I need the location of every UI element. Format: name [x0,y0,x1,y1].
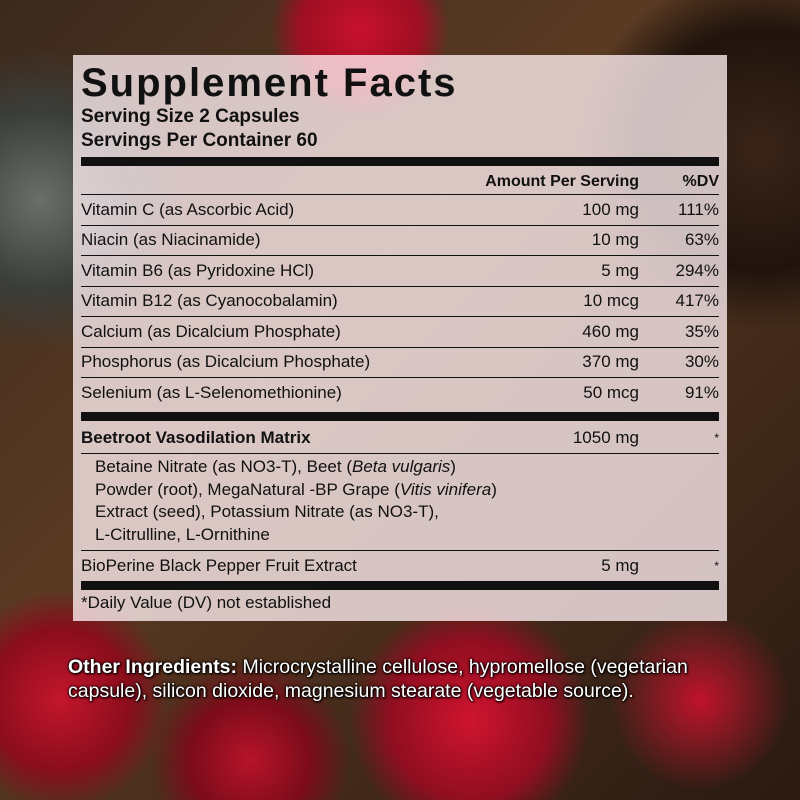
nutrient-name: Calcium (as Dicalcium Phosphate) [81,321,341,341]
other-ingredients: Other Ingredients: Microcrystalline cell… [68,655,738,703]
nutrient-name: Vitamin B12 (as Cyanocobalamin) [81,291,338,311]
matrix-row: Beetroot Vasodilation Matrix 1050 mg * [81,424,719,454]
bioperine-amount: 5 mg [601,555,639,575]
matrix-amount: 1050 mg [572,428,639,448]
ingredient-text: Extract (seed), Potassium Nitrate (as NO… [95,502,439,521]
matrix-name: Beetroot Vasodilation Matrix [81,428,311,448]
nutrient-name: Phosphorus (as Dicalcium Phosphate) [81,352,371,372]
panel-title: Supplement Facts [81,61,458,105]
nutrient-amount: 460 mg [582,321,639,341]
nutrient-amount: 10 mg [591,230,639,250]
nutrient-dv: 35% [684,321,719,341]
thick-divider [81,580,719,590]
bioperine-name: BioPerine Black Pepper Fruit Extract [81,555,357,575]
table-header: Amount Per Serving %DV [81,169,719,195]
nutrient-name: Niacin (as Niacinamide) [81,230,261,250]
nutrient-name: Vitamin C (as Ascorbic Acid) [81,199,295,219]
nutrient-amount: 370 mg [582,352,639,372]
nutrient-row: Vitamin B12 (as Cyanocobalamin) 10 mcg 417… [81,287,719,317]
ingredient-text: L-Citrulline, L-Ornithine [95,524,270,544]
thick-divider [81,411,719,421]
nutrient-dv: 111% [678,199,719,219]
matrix-dv: * [714,431,719,446]
nutrient-name: Vitamin B6 (as Pyridoxine HCl) [81,260,315,280]
ingredient-text: Betaine Nitrate (as NO3-T), Beet ( [95,457,352,476]
nutrient-row: Phosphorus (as Dicalcium Phosphate) 370 m… [81,348,719,378]
nutrient-dv: 30% [684,352,719,372]
nutrient-row: Vitamin C (as Ascorbic Acid) 100 mg 111% [81,195,719,226]
nutrient-amount: 10 mcg [583,291,639,311]
nutrient-amount: 50 mcg [583,382,639,402]
thick-divider [81,157,719,166]
footnote: *Daily Value (DV) not established [81,592,332,612]
other-ingredients-label: Other Ingredients: [68,656,238,678]
ingredient-text: ) [450,457,456,476]
bioperine-row: BioPerine Black Pepper Fruit Extract 5 m… [81,551,719,581]
nutrient-amount: 5 mg [601,260,639,280]
header-dv: %DV [682,172,719,190]
nutrient-name: Selenium (as L-Selenomethionine) [81,382,342,402]
nutrient-dv: 63% [684,230,719,250]
matrix-ingredients: Betaine Nitrate (as NO3-T), Beet (Beta v… [81,453,719,551]
servings-per-container: Servings Per Container 60 [81,130,318,151]
ingredient-text: ) [491,479,497,499]
ingredient-latin: Vitis vinifera [399,479,492,499]
ingredient-latin: Beta vulgaris [351,457,451,476]
nutrient-row: Calcium (as Dicalcium Phosphate) 460 mg 35… [81,317,719,348]
ingredient-text: Powder (root), MegaNatural -BP Grape ( [95,479,400,499]
supplement-facts-panel: Supplement Facts Serving Size 2 Capsules… [73,55,727,621]
bioperine-dv: * [714,558,719,573]
header-amount: Amount Per Serving [485,172,639,190]
nutrient-dv: 417% [675,291,719,311]
nutrient-list: Vitamin C (as Ascorbic Acid) 100 mg 111% Ni… [81,195,719,408]
nutrient-amount: 100 mg [582,199,639,219]
nutrient-dv: 294% [675,260,719,280]
other-ingredients-text: Microcrystalline cellulose, hypromellose… [68,656,688,702]
nutrient-row: Niacin (as Niacinamide) 10 mg 63% [81,226,719,256]
nutrient-row: Selenium (as L-Selenomethionine) 50 mcg 91… [81,378,719,408]
serving-size: Serving Size 2 Capsules [81,106,300,127]
nutrient-row: Vitamin B6 (as Pyridoxine HCl) 5 mg 294% [81,256,719,287]
nutrient-dv: 91% [684,382,719,402]
